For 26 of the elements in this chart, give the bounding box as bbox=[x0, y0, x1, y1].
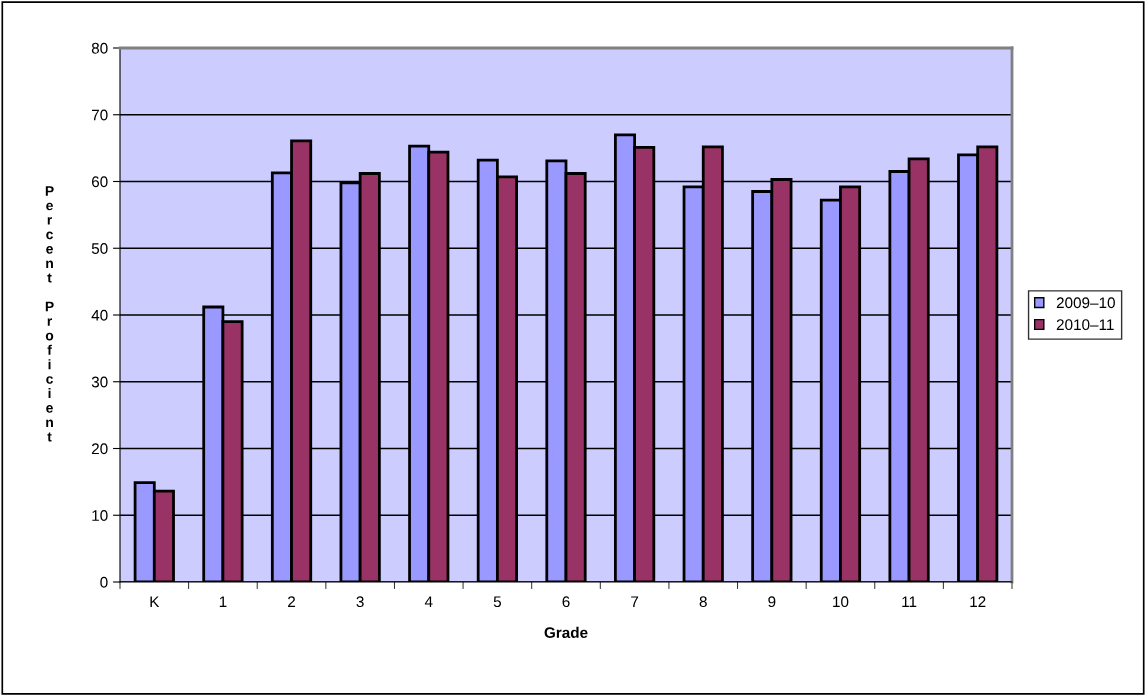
x-tick-label: 9 bbox=[768, 596, 776, 608]
y-tick-label: 80 bbox=[91, 42, 108, 54]
x-tick-label: 3 bbox=[356, 596, 364, 608]
y-tick-label: 50 bbox=[91, 243, 108, 254]
x-tick-label: 12 bbox=[970, 596, 986, 607]
x-tick-label: 5 bbox=[493, 596, 501, 608]
y-tick-label: 40 bbox=[91, 309, 108, 321]
x-tick-label: 6 bbox=[562, 596, 570, 608]
x-tick-label: K bbox=[150, 596, 160, 607]
y-tick-label: 10 bbox=[92, 510, 108, 521]
y-tick-label: 60 bbox=[91, 176, 108, 188]
legend-label: 2009–10 bbox=[1056, 297, 1115, 309]
y-tick-label: 70 bbox=[91, 109, 108, 121]
x-tick-label: 7 bbox=[631, 596, 639, 607]
y-tick-label: 20 bbox=[91, 443, 108, 455]
legend-label: 2010–11 bbox=[1056, 319, 1114, 331]
text: Percent Proficient bbox=[45, 186, 54, 442]
y-tick-label: 30 bbox=[91, 376, 108, 388]
x-tick-label: 11 bbox=[902, 596, 917, 607]
x-tick-label: 8 bbox=[699, 596, 707, 608]
x-tick-label: 10 bbox=[833, 596, 849, 608]
x-tick-label: 2 bbox=[288, 596, 296, 607]
x-axis-title: Grade bbox=[544, 626, 588, 639]
x-tick-label: 4 bbox=[424, 596, 433, 607]
y-tick-label: 0 bbox=[100, 576, 108, 588]
x-tick-label: 1 bbox=[219, 596, 227, 607]
